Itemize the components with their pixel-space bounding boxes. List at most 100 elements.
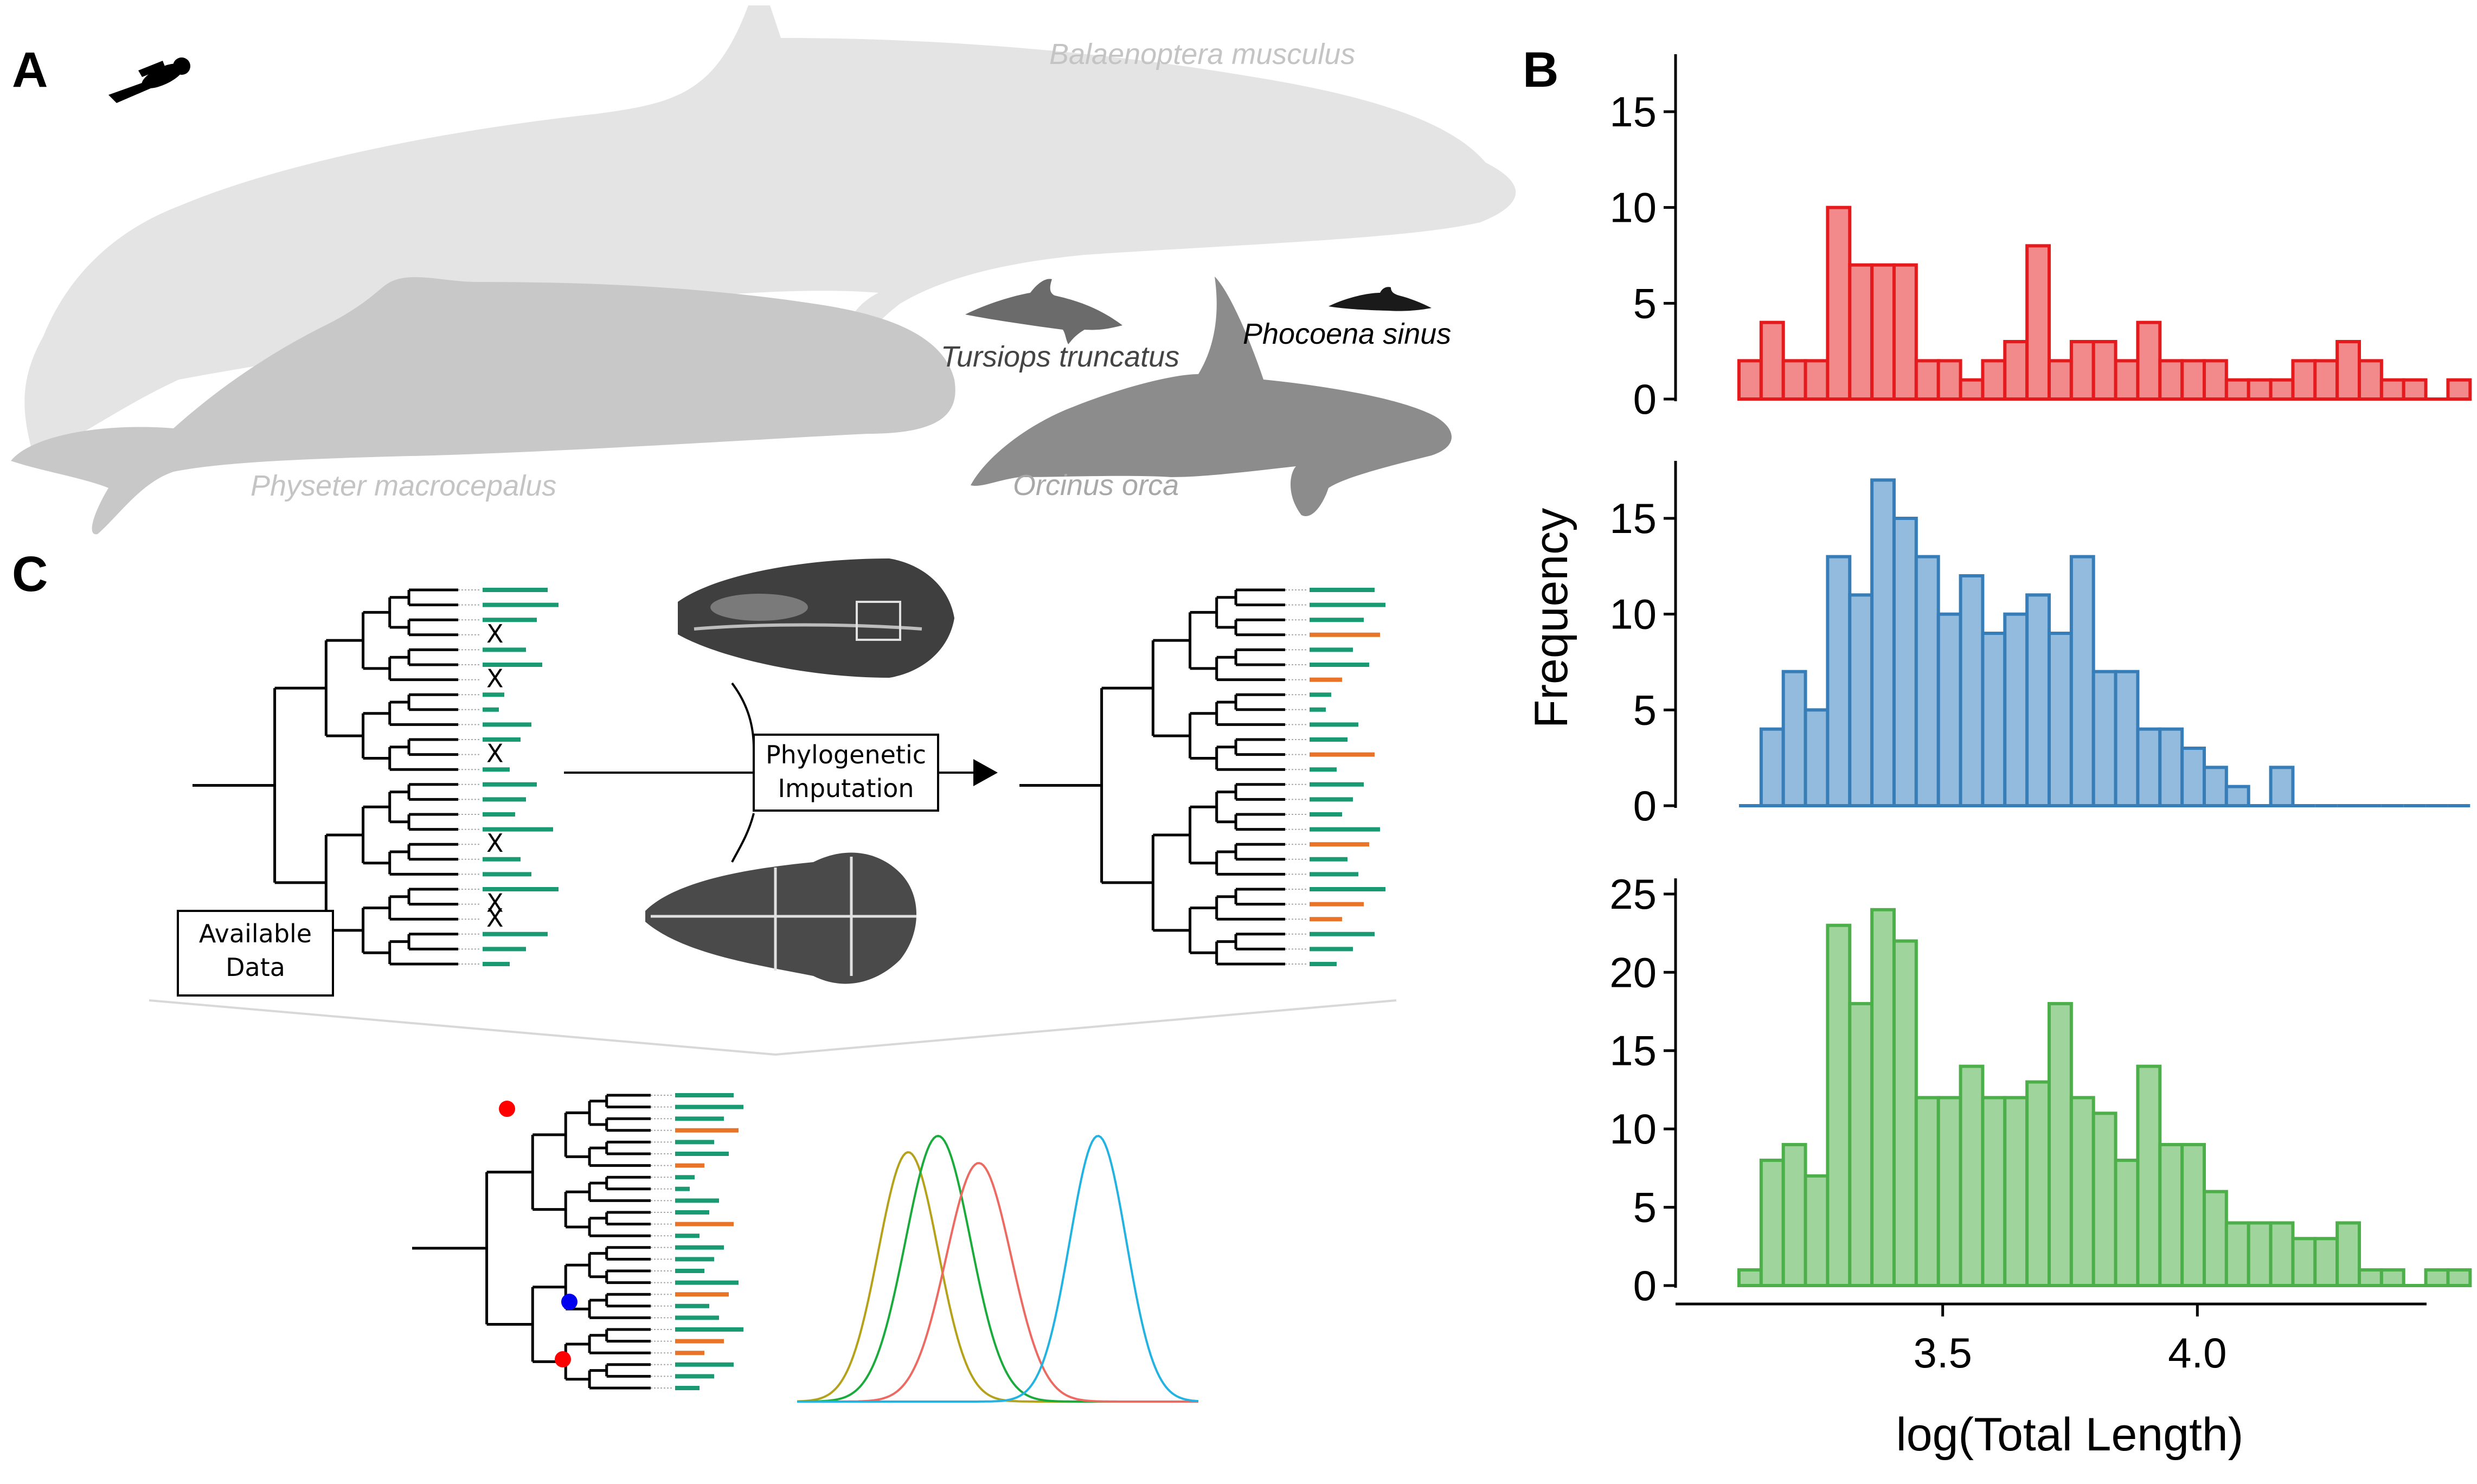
connector-top — [731, 682, 755, 749]
histogram-bar — [2313, 1237, 2339, 1288]
histogram-3: 0 5 10 15 20 25 — [1609, 870, 2472, 1309]
y-tick-label: 5 — [1633, 686, 1657, 734]
histogram-bar — [1936, 1096, 1962, 1288]
diver-icon — [108, 57, 190, 103]
histogram-bar — [2203, 766, 2228, 808]
missing-marker: X — [486, 739, 504, 768]
histogram-bar — [2114, 670, 2140, 807]
missing-marker: X — [486, 903, 504, 933]
histogram-bar — [2224, 378, 2250, 401]
histogram-bar — [1737, 1268, 1763, 1288]
histogram-bar — [2358, 1268, 2383, 1288]
density-curve — [797, 1134, 1198, 1403]
histogram-bar — [1759, 320, 1785, 401]
histogram-bar — [2047, 359, 2073, 401]
histogram-bar — [2269, 1221, 2295, 1287]
histogram-bar — [2136, 727, 2162, 807]
y-tick-label: 10 — [1609, 590, 1657, 638]
skull-top-image — [678, 558, 954, 678]
panel-a: A Balaenoptera musculus Physeter macroce… — [11, 5, 1516, 535]
density-curve — [797, 1162, 1198, 1403]
histogram-bar — [2247, 378, 2273, 401]
histogram-bar — [1981, 1096, 2007, 1288]
histogram-bar — [2003, 340, 2029, 401]
histogram-bar — [1781, 1143, 1807, 1288]
histogram-bar — [1781, 670, 1807, 807]
node-reconstruction-tree — [412, 1093, 743, 1390]
x-tick-label: 3.5 — [1913, 1329, 1972, 1377]
orca-label: Orcinus orca — [1013, 469, 1179, 502]
histogram-bar — [1759, 727, 1785, 807]
histogram-bar — [1914, 1096, 1940, 1288]
histogram-bar — [1848, 593, 1874, 808]
histogram-bar — [2224, 1221, 2250, 1287]
histogram-bar — [2025, 593, 2051, 808]
imputation-line2: Imputation — [778, 774, 914, 803]
histogram-bar — [2136, 1064, 2162, 1287]
sperm-whale-silhouette — [11, 277, 955, 535]
histogram-bar — [1914, 359, 1940, 401]
histogram-bar — [1804, 708, 1830, 808]
connector-bottom — [731, 813, 755, 863]
blue-whale-label: Balaenoptera musculus — [1049, 38, 1355, 70]
histogram-bar — [2358, 359, 2383, 401]
histogram-bar — [2158, 1143, 2184, 1288]
imputation-box — [753, 734, 939, 812]
y-tick-label: 0 — [1633, 375, 1657, 423]
y-tick-label: 25 — [1609, 870, 1657, 918]
histogram-bar — [1848, 263, 1874, 401]
histogram-bar — [2047, 632, 2073, 807]
ancestral-node-marker — [555, 1351, 571, 1367]
y-tick-label: 0 — [1633, 1262, 1657, 1309]
histogram-bar — [1936, 612, 1962, 807]
panel-c-label: C — [12, 547, 48, 602]
histograms: 0 5 10 15 0 5 10 15 0 5 10 15 20 25 3.5 4.0 — [1609, 54, 2472, 1377]
histogram-1: 0 5 10 15 — [1609, 54, 2472, 423]
arrow-head-icon — [973, 759, 998, 786]
ancestral-node-marker — [499, 1101, 515, 1117]
sperm-whale-label: Physeter macrocepalus — [251, 470, 556, 502]
histogram-bar — [2091, 340, 2117, 401]
histogram-bar — [1737, 359, 1763, 401]
histogram-bar — [2114, 359, 2140, 401]
histogram-bar — [2003, 1096, 2029, 1288]
histogram-bar — [2091, 670, 2117, 807]
histogram-bar — [1959, 574, 1985, 807]
histogram-bar — [1870, 263, 1896, 401]
histogram-bar — [2379, 378, 2405, 401]
histogram-bar — [2158, 359, 2184, 401]
available-data-box — [177, 910, 334, 997]
histogram-bar — [1892, 263, 1918, 401]
histogram-bar — [1981, 359, 2007, 401]
histogram-bar — [2446, 1268, 2472, 1288]
histogram-bar — [2025, 244, 2051, 401]
panel-b: B 0 5 10 15 0 5 10 15 0 5 10 15 20 25 3.5 4.0 Frequency… — [1523, 42, 2472, 1461]
histogram-bar — [1959, 378, 1985, 401]
panel-b-label: B — [1523, 42, 1558, 98]
histogram-bar — [2180, 747, 2206, 807]
skull-bottom-image — [645, 852, 916, 984]
histogram-bar — [2047, 1002, 2073, 1287]
histogram-bar — [1826, 923, 1852, 1287]
histogram-bar — [1870, 908, 1896, 1288]
histogram-bar — [1826, 205, 1852, 401]
y-tick-label: 10 — [1609, 1105, 1657, 1153]
y-tick-label: 20 — [1609, 948, 1657, 996]
histogram-bar — [2269, 766, 2295, 808]
histogram-bar — [1848, 1002, 1874, 1287]
panel-a-label: A — [12, 42, 48, 98]
histogram-bar — [2247, 1221, 2273, 1287]
histogram-bar — [2158, 727, 2184, 807]
histogram-bar — [2335, 1221, 2362, 1287]
histogram-bar — [1892, 517, 1918, 807]
histogram-bar — [1914, 555, 1940, 807]
histogram-bar — [2069, 1096, 2095, 1288]
histogram-bar — [2203, 1190, 2228, 1288]
missing-marker: X — [486, 889, 504, 918]
y-axis-title: Frequency — [1525, 508, 1577, 728]
ancestral-node-marker — [561, 1294, 577, 1310]
posterior-densities — [797, 1134, 1199, 1403]
histogram-bar — [2180, 1143, 2206, 1288]
